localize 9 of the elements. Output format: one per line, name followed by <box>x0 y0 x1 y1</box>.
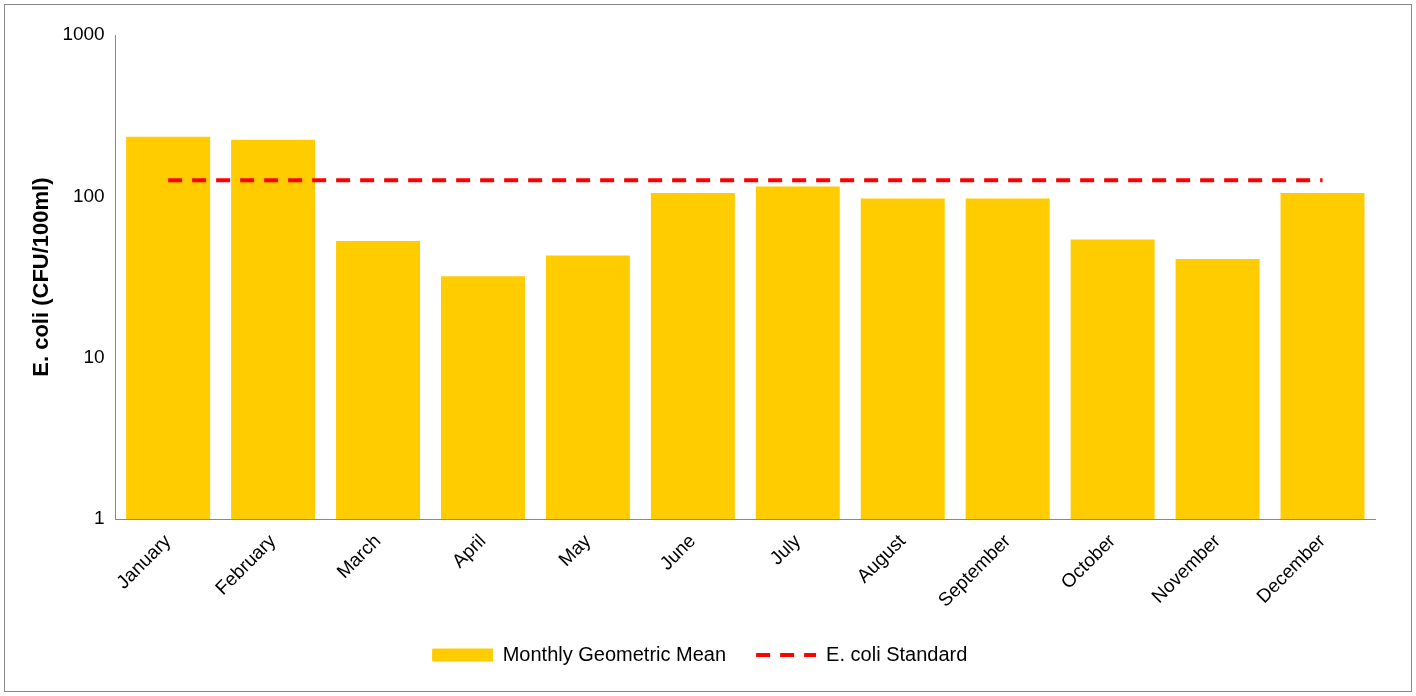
y-tick-label: 1 <box>94 507 105 529</box>
y-axis-title: E. coli (CFU/100ml) <box>28 177 54 377</box>
x-tick-label: July <box>765 529 805 569</box>
legend-label: Monthly Geometric Mean <box>502 642 727 665</box>
y-tick-label: 100 <box>72 184 105 206</box>
y-tick-label: 10 <box>83 346 105 368</box>
x-tick-label: May <box>554 529 595 571</box>
y-tick-label: 1000 <box>62 23 105 45</box>
legend-label: E. coli Standard <box>826 642 968 665</box>
